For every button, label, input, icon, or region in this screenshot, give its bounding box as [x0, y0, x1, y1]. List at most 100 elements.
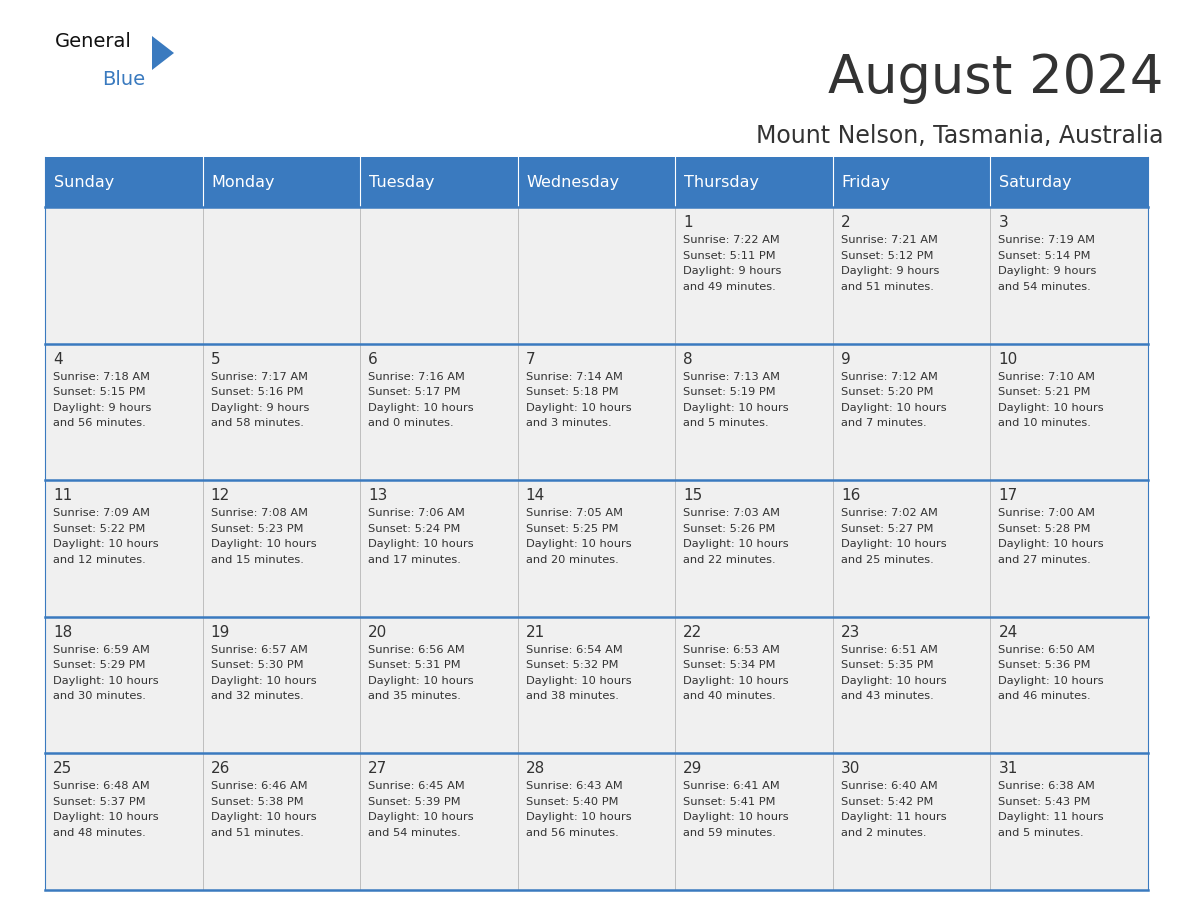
Text: and 12 minutes.: and 12 minutes.	[53, 554, 146, 565]
Text: 20: 20	[368, 625, 387, 640]
Bar	[833, 343, 991, 480]
Bar	[360, 754, 518, 890]
Bar	[203, 480, 360, 617]
Text: Friday: Friday	[842, 174, 891, 189]
Text: Monday: Monday	[211, 174, 276, 189]
Polygon shape	[152, 36, 173, 70]
Text: Sunrise: 6:53 AM: Sunrise: 6:53 AM	[683, 644, 781, 655]
Text: Sunrise: 7:02 AM: Sunrise: 7:02 AM	[841, 509, 937, 518]
Text: Daylight: 10 hours: Daylight: 10 hours	[210, 676, 316, 686]
Text: Sunrise: 6:48 AM: Sunrise: 6:48 AM	[53, 781, 150, 791]
Bar	[45, 343, 203, 480]
Text: Daylight: 10 hours: Daylight: 10 hours	[368, 539, 474, 549]
Text: 26: 26	[210, 761, 230, 777]
Text: Sunset: 5:21 PM: Sunset: 5:21 PM	[998, 387, 1091, 397]
Text: Sunset: 5:17 PM: Sunset: 5:17 PM	[368, 387, 461, 397]
Bar	[360, 343, 518, 480]
Bar	[203, 343, 360, 480]
Text: Sunrise: 6:38 AM: Sunrise: 6:38 AM	[998, 781, 1095, 791]
Text: 23: 23	[841, 625, 860, 640]
Text: Thursday: Thursday	[684, 174, 759, 189]
Text: 4: 4	[53, 352, 63, 366]
Text: and 22 minutes.: and 22 minutes.	[683, 554, 776, 565]
Text: and 7 minutes.: and 7 minutes.	[841, 418, 927, 428]
Text: Sunset: 5:22 PM: Sunset: 5:22 PM	[53, 523, 145, 533]
Bar	[675, 343, 833, 480]
Text: Sunrise: 6:41 AM: Sunrise: 6:41 AM	[683, 781, 781, 791]
Text: 7: 7	[526, 352, 536, 366]
Text: and 30 minutes.: and 30 minutes.	[53, 691, 146, 701]
Text: Daylight: 10 hours: Daylight: 10 hours	[526, 539, 631, 549]
Text: Blue: Blue	[102, 70, 145, 89]
Bar	[833, 754, 991, 890]
Text: Daylight: 11 hours: Daylight: 11 hours	[841, 812, 947, 823]
Bar	[675, 480, 833, 617]
Text: Daylight: 10 hours: Daylight: 10 hours	[526, 676, 631, 686]
Text: 28: 28	[526, 761, 545, 777]
Text: Daylight: 9 hours: Daylight: 9 hours	[998, 266, 1097, 276]
Text: Sunset: 5:41 PM: Sunset: 5:41 PM	[683, 797, 776, 807]
Text: Sunrise: 6:45 AM: Sunrise: 6:45 AM	[368, 781, 465, 791]
Text: Sunset: 5:42 PM: Sunset: 5:42 PM	[841, 797, 934, 807]
Text: Sunset: 5:19 PM: Sunset: 5:19 PM	[683, 387, 776, 397]
Text: Daylight: 10 hours: Daylight: 10 hours	[998, 539, 1104, 549]
Text: Sunrise: 7:10 AM: Sunrise: 7:10 AM	[998, 372, 1095, 382]
Text: Sunset: 5:36 PM: Sunset: 5:36 PM	[998, 660, 1091, 670]
Bar	[45, 207, 203, 343]
Bar	[991, 207, 1148, 343]
Bar	[518, 754, 675, 890]
Text: 6: 6	[368, 352, 378, 366]
Bar	[203, 207, 360, 343]
Bar	[991, 754, 1148, 890]
Text: Sunset: 5:16 PM: Sunset: 5:16 PM	[210, 387, 303, 397]
Text: Sunrise: 7:03 AM: Sunrise: 7:03 AM	[683, 509, 781, 518]
Text: Mount Nelson, Tasmania, Australia: Mount Nelson, Tasmania, Australia	[756, 124, 1163, 148]
Text: Sunset: 5:32 PM: Sunset: 5:32 PM	[526, 660, 618, 670]
Bar	[675, 754, 833, 890]
Bar	[45, 754, 203, 890]
Text: Daylight: 10 hours: Daylight: 10 hours	[53, 812, 159, 823]
Text: Sunset: 5:38 PM: Sunset: 5:38 PM	[210, 797, 303, 807]
Text: Sunset: 5:20 PM: Sunset: 5:20 PM	[841, 387, 934, 397]
Text: and 59 minutes.: and 59 minutes.	[683, 828, 776, 838]
Text: Sunrise: 7:14 AM: Sunrise: 7:14 AM	[526, 372, 623, 382]
Text: Sunrise: 7:08 AM: Sunrise: 7:08 AM	[210, 509, 308, 518]
Text: Sunrise: 6:57 AM: Sunrise: 6:57 AM	[210, 644, 308, 655]
Text: and 58 minutes.: and 58 minutes.	[210, 418, 303, 428]
Text: and 3 minutes.: and 3 minutes.	[526, 418, 612, 428]
Bar	[991, 480, 1148, 617]
Text: and 51 minutes.: and 51 minutes.	[841, 282, 934, 292]
Text: 15: 15	[683, 488, 702, 503]
Text: Sunset: 5:11 PM: Sunset: 5:11 PM	[683, 251, 776, 261]
Text: Daylight: 10 hours: Daylight: 10 hours	[368, 403, 474, 412]
Text: and 5 minutes.: and 5 minutes.	[683, 418, 769, 428]
Text: Sunrise: 6:40 AM: Sunrise: 6:40 AM	[841, 781, 937, 791]
Text: Sunrise: 7:05 AM: Sunrise: 7:05 AM	[526, 509, 623, 518]
Text: and 10 minutes.: and 10 minutes.	[998, 418, 1092, 428]
Text: and 20 minutes.: and 20 minutes.	[526, 554, 619, 565]
Bar	[203, 617, 360, 754]
Text: Sunset: 5:27 PM: Sunset: 5:27 PM	[841, 523, 934, 533]
Text: Sunset: 5:30 PM: Sunset: 5:30 PM	[210, 660, 303, 670]
Text: Wednesday: Wednesday	[526, 174, 620, 189]
Text: Sunrise: 7:18 AM: Sunrise: 7:18 AM	[53, 372, 150, 382]
Text: 30: 30	[841, 761, 860, 777]
Text: Tuesday: Tuesday	[369, 174, 435, 189]
Text: Sunset: 5:40 PM: Sunset: 5:40 PM	[526, 797, 618, 807]
Text: 21: 21	[526, 625, 545, 640]
Text: Sunrise: 6:59 AM: Sunrise: 6:59 AM	[53, 644, 150, 655]
Text: and 54 minutes.: and 54 minutes.	[998, 282, 1092, 292]
Text: Sunrise: 7:19 AM: Sunrise: 7:19 AM	[998, 235, 1095, 245]
Text: 14: 14	[526, 488, 545, 503]
Text: Sunset: 5:28 PM: Sunset: 5:28 PM	[998, 523, 1091, 533]
Bar	[203, 754, 360, 890]
Text: Sunset: 5:12 PM: Sunset: 5:12 PM	[841, 251, 934, 261]
Text: August 2024: August 2024	[828, 52, 1163, 104]
Text: and 38 minutes.: and 38 minutes.	[526, 691, 619, 701]
Text: and 27 minutes.: and 27 minutes.	[998, 554, 1092, 565]
Text: Daylight: 10 hours: Daylight: 10 hours	[53, 676, 159, 686]
Text: 11: 11	[53, 488, 72, 503]
Text: 22: 22	[683, 625, 702, 640]
Bar	[518, 617, 675, 754]
Text: General: General	[55, 32, 132, 51]
